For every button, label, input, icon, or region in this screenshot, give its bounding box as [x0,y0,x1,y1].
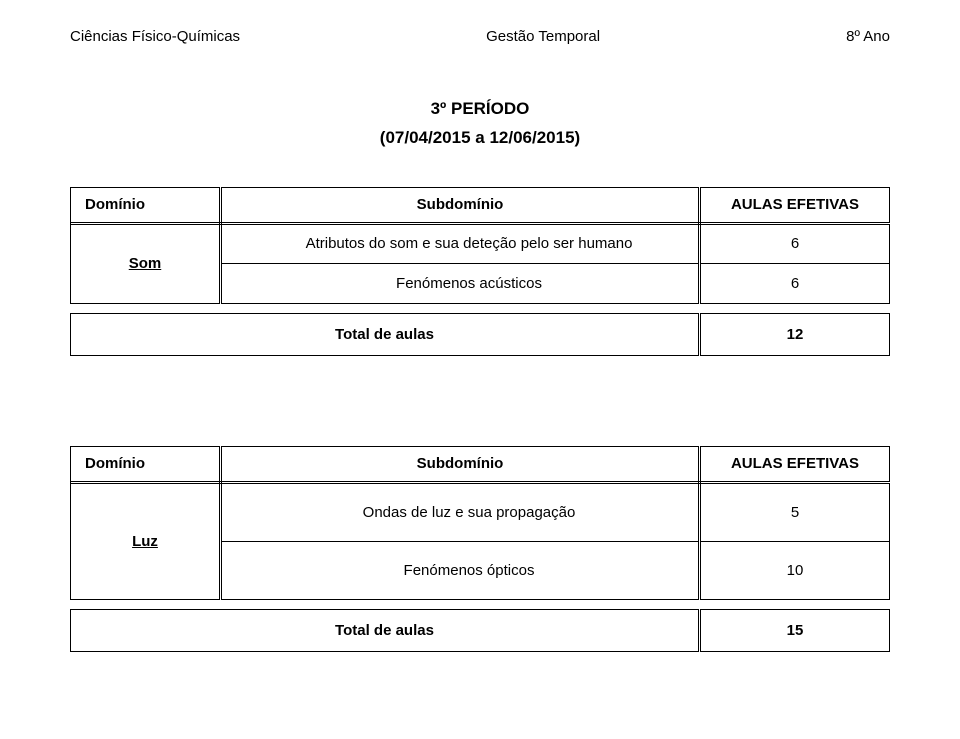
table-row-value: 5 [700,482,890,541]
table-som: Domínio Subdomínio AULAS EFETIVAS Som At… [70,187,890,356]
total-value: 15 [700,609,890,651]
col-header-dominio: Domínio [71,446,221,482]
period-title-block: 3º PERÍODO (07/04/2015 a 12/06/2015) [70,95,890,153]
table-row-value: 6 [700,223,890,263]
gap-row [71,303,890,313]
total-label: Total de aulas [71,313,700,355]
col-header-subdominio: Subdomínio [221,446,700,482]
table-row-value: 10 [700,541,890,599]
col-header-aulas: AULAS EFETIVAS [700,446,890,482]
table-row-label: Ondas de luz e sua propagação [221,482,700,541]
table-row-value: 6 [700,263,890,303]
total-label: Total de aulas [71,609,700,651]
col-header-dominio: Domínio [71,187,221,223]
col-header-subdominio: Subdomínio [221,187,700,223]
header-title: Gestão Temporal [486,28,600,45]
period-dates: (07/04/2015 a 12/06/2015) [70,124,890,153]
header-subject: Ciências Físico-Químicas [70,28,240,45]
domain-label: Luz [132,533,158,550]
domain-label: Som [129,255,162,272]
total-value: 12 [700,313,890,355]
table-row-label: Fenómenos acústicos [221,263,700,303]
table-row-label: Fenómenos ópticos [221,541,700,599]
header-grade: 8º Ano [846,28,890,45]
col-header-aulas: AULAS EFETIVAS [700,187,890,223]
table-luz: Domínio Subdomínio AULAS EFETIVAS Luz On… [70,446,890,652]
period-label: 3º PERÍODO [70,95,890,124]
domain-cell-luz: Luz [71,482,221,599]
page-header: Ciências Físico-Químicas Gestão Temporal… [70,28,890,45]
gap-row [71,599,890,609]
domain-cell-som: Som [71,223,221,303]
table-row-label: Atributos do som e sua deteção pelo ser … [221,223,700,263]
